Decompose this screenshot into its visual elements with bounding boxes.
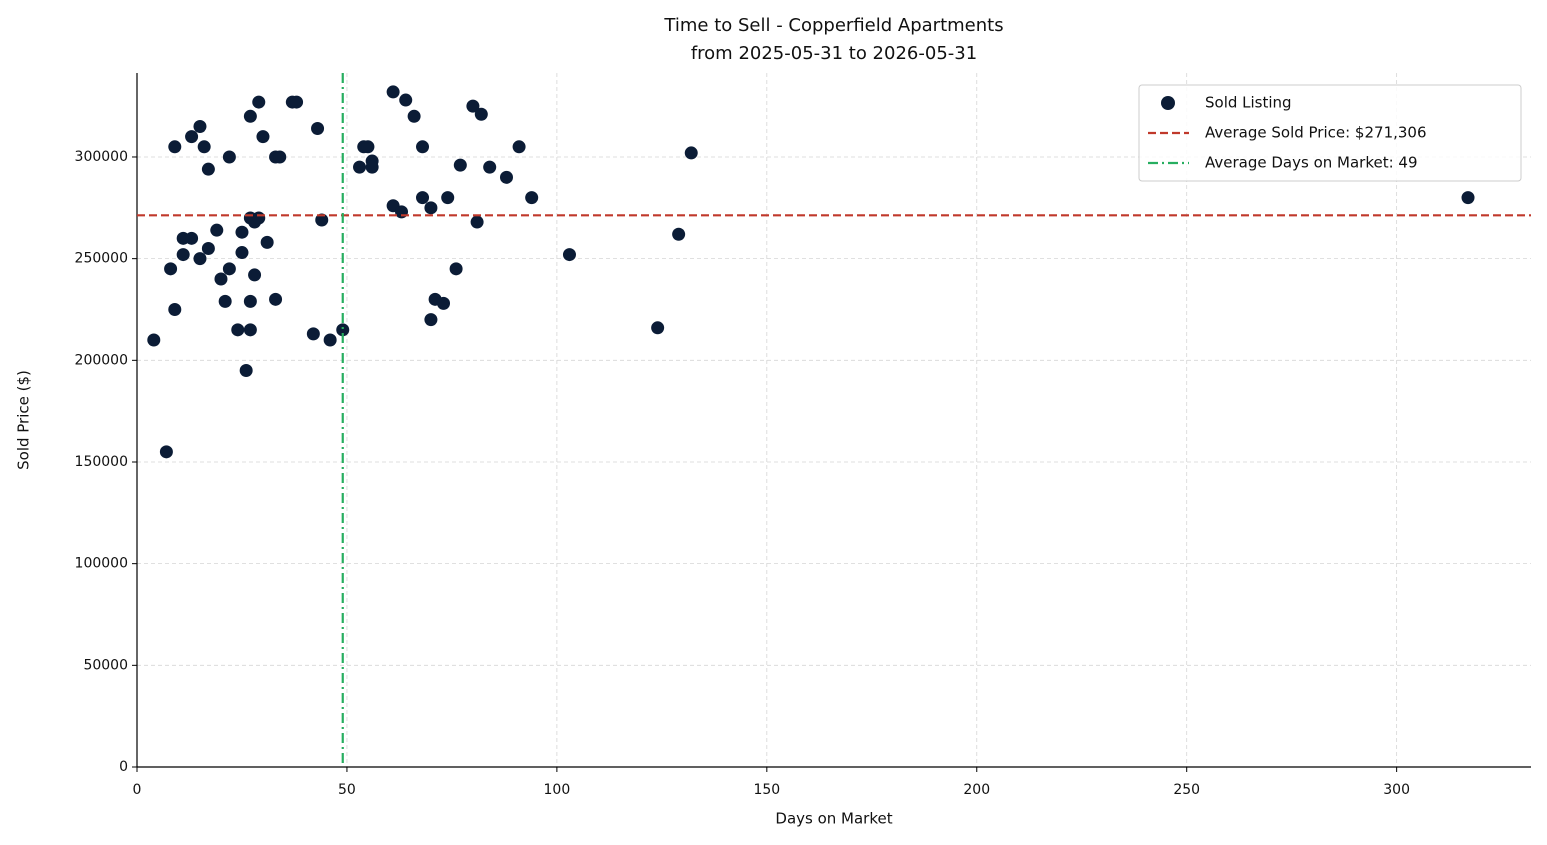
point — [672, 227, 686, 241]
point — [243, 323, 257, 337]
point — [201, 241, 215, 255]
legend-marker — [1161, 96, 1175, 110]
point — [336, 323, 350, 337]
point — [483, 160, 497, 174]
point — [243, 294, 257, 308]
point — [684, 146, 698, 160]
point — [239, 363, 253, 377]
point — [386, 85, 400, 99]
point — [243, 109, 257, 123]
point — [651, 321, 665, 335]
point — [222, 262, 236, 276]
point — [395, 205, 409, 219]
point — [453, 158, 467, 172]
y-tick-label: 300000 — [75, 149, 128, 165]
y-axis-label: Sold Price ($) — [15, 370, 33, 470]
point — [311, 122, 325, 136]
point — [185, 130, 199, 144]
point — [159, 445, 173, 459]
x-tick-label: 250 — [1173, 782, 1200, 798]
chart-subtitle: from 2025-05-31 to 2026-05-31 — [691, 43, 977, 64]
point — [235, 225, 249, 239]
point — [252, 211, 266, 225]
x-tick-label: 100 — [544, 782, 571, 798]
point — [466, 99, 480, 113]
point — [147, 333, 161, 347]
point — [306, 327, 320, 341]
point — [323, 333, 337, 347]
point — [260, 235, 274, 249]
y-tick-label: 250000 — [75, 251, 128, 267]
point — [499, 170, 513, 184]
point — [416, 140, 430, 154]
point — [424, 201, 438, 215]
point — [1461, 191, 1475, 205]
point — [168, 302, 182, 316]
point — [218, 294, 232, 308]
point — [290, 95, 304, 109]
point — [193, 119, 207, 133]
legend-box — [1138, 84, 1522, 182]
y-tick-label: 100000 — [75, 556, 128, 572]
point — [361, 140, 375, 154]
point — [248, 268, 262, 282]
chart-title: Time to Sell - Copperfield Apartments — [663, 15, 1003, 36]
point — [252, 95, 266, 109]
x-tick-label: 200 — [963, 782, 990, 798]
point — [210, 223, 224, 237]
point — [407, 109, 421, 123]
y-tick-label: 0 — [119, 759, 128, 775]
point — [399, 93, 413, 107]
x-tick-label: 150 — [753, 782, 780, 798]
y-tick-label: 200000 — [75, 352, 128, 368]
point — [315, 213, 329, 227]
point — [474, 107, 488, 121]
point — [197, 140, 211, 154]
legend-label: Average Sold Price: $271,306 — [1205, 124, 1427, 142]
point — [416, 191, 430, 205]
x-tick-label: 300 — [1383, 782, 1410, 798]
point — [256, 130, 270, 144]
point — [235, 246, 249, 260]
point — [193, 252, 207, 266]
legend-label: Average Days on Market: 49 — [1205, 154, 1418, 172]
point — [470, 215, 484, 229]
point — [185, 231, 199, 245]
point — [365, 160, 379, 174]
point — [222, 150, 236, 164]
point — [273, 150, 287, 164]
point — [214, 272, 228, 286]
point — [269, 292, 283, 306]
x-tick-label: 0 — [133, 782, 142, 798]
point — [525, 191, 539, 205]
point — [164, 262, 178, 276]
point — [231, 323, 245, 337]
x-tick-label: 50 — [338, 782, 356, 798]
legend-label: Sold Listing — [1205, 94, 1292, 112]
point — [353, 160, 367, 174]
point — [449, 262, 463, 276]
x-axis-label: Days on Market — [775, 810, 892, 828]
point — [201, 162, 215, 176]
y-tick-label: 50000 — [83, 657, 128, 673]
point — [176, 248, 190, 262]
y-tick-label: 150000 — [75, 454, 128, 470]
point — [168, 140, 182, 154]
point — [424, 313, 438, 327]
point — [441, 191, 455, 205]
point — [512, 140, 526, 154]
point — [562, 248, 576, 262]
point — [437, 296, 451, 310]
